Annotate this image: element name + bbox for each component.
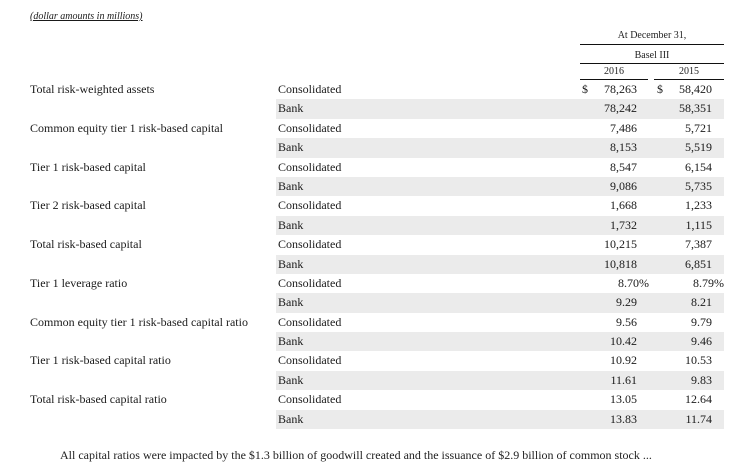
table-row: Bank 1,732 1,115 bbox=[28, 215, 724, 236]
value-2015: 9.46 bbox=[691, 334, 712, 349]
row-entity-label: Bank bbox=[278, 178, 304, 193]
value-2016: 8.70% bbox=[618, 275, 649, 290]
row-metric-label: Total risk-based capital bbox=[30, 237, 142, 252]
row-entity-label: Bank bbox=[278, 334, 304, 349]
row-metric-label: Common equity tier 1 risk-based capital … bbox=[30, 314, 248, 329]
value-2015: 6,851 bbox=[685, 256, 712, 271]
table-row: Bank 9.29 8.21 bbox=[28, 293, 724, 314]
row-metric-label: Total risk-based capital ratio bbox=[30, 392, 167, 407]
table-row: Tier 1 risk-based capital ratio Consolida… bbox=[28, 351, 724, 370]
row-entity-label: Bank bbox=[278, 101, 304, 116]
value-2015: 58,420 bbox=[679, 82, 712, 96]
row-entity-label: Bank bbox=[278, 140, 304, 155]
value-2015: 9.83 bbox=[691, 372, 712, 387]
value-2015: 5,519 bbox=[685, 140, 712, 155]
table-row: Bank 10.42 9.46 bbox=[28, 332, 724, 352]
value-2016: 78,263 bbox=[604, 82, 637, 96]
table-row: Tier 1 risk-based capital Consolidated 8,5… bbox=[28, 158, 724, 177]
value-2015: 5,721 bbox=[685, 120, 712, 135]
row-entity-label: Consolidated bbox=[278, 353, 342, 368]
value-2016: 78,242 bbox=[604, 101, 637, 116]
year-rule-2016 bbox=[580, 79, 648, 80]
value-2015: 1,115 bbox=[685, 217, 712, 232]
row-entity-label: Consolidated bbox=[278, 120, 342, 135]
value-2016: 1,732 bbox=[610, 217, 637, 232]
row-metric-label: Tier 1 leverage ratio bbox=[30, 275, 128, 290]
value-2016: 13.05 bbox=[610, 392, 637, 407]
table-row: Tier 1 leverage ratio Consolidated 8.70% 8.… bbox=[28, 274, 724, 293]
row-entity-label: Bank bbox=[278, 372, 304, 387]
table-row: Bank 10,818 6,851 bbox=[28, 254, 724, 275]
value-2016: 13.83 bbox=[610, 411, 637, 426]
value-2016: 7,486 bbox=[610, 120, 637, 135]
value-2015: 1,233 bbox=[685, 198, 712, 213]
value-2016: 9.56 bbox=[616, 314, 637, 329]
value-2015: 11.74 bbox=[685, 411, 712, 426]
row-entity-label: Bank bbox=[278, 411, 304, 426]
value-2016: 11.61 bbox=[610, 372, 637, 387]
currency-symbol-2015: $ bbox=[657, 82, 663, 96]
value-2016: 9.29 bbox=[616, 295, 637, 310]
table-row: Bank 8,153 5,519 bbox=[28, 138, 724, 158]
row-metric-label: Common equity tier 1 risk-based capital bbox=[30, 120, 223, 135]
table-row: Bank 13.83 11.74 bbox=[28, 409, 724, 430]
footer-text-fragment: All capital ratios were impacted by the … bbox=[60, 448, 652, 462]
value-2016: 8,547 bbox=[610, 159, 637, 174]
value-2016: 10.42 bbox=[610, 334, 637, 349]
value-2015: 10.53 bbox=[685, 353, 712, 368]
value-2015: 5,735 bbox=[685, 178, 712, 193]
table-row: Common equity tier 1 risk-based capital … bbox=[28, 313, 724, 332]
currency-symbol-2016: $ bbox=[582, 82, 588, 96]
value-2015: 9.79 bbox=[691, 314, 712, 329]
row-metric-label: Total risk-weighted assets bbox=[30, 82, 155, 96]
value-2016: 8,153 bbox=[610, 140, 637, 155]
row-entity-label: Bank bbox=[278, 256, 304, 271]
year-rule-2015 bbox=[654, 79, 724, 80]
row-entity-label: Consolidated bbox=[278, 82, 342, 96]
value-2016: 10,818 bbox=[604, 256, 637, 271]
row-entity-label: Consolidated bbox=[278, 392, 342, 407]
row-entity-label: Bank bbox=[278, 295, 304, 310]
year-header-2015: 2015 bbox=[679, 66, 699, 77]
row-entity-label: Consolidated bbox=[278, 159, 342, 174]
value-2015: 8.79% bbox=[693, 275, 724, 290]
table-row: Bank 78,242 58,351 bbox=[28, 99, 724, 120]
value-2016: 10.92 bbox=[610, 353, 637, 368]
row-entity-label: Consolidated bbox=[278, 237, 342, 252]
table-row: Total risk-based capital Consolidated 10,2… bbox=[28, 235, 724, 254]
row-metric-label: Tier 2 risk-based capital bbox=[30, 198, 146, 213]
period-header: At December 31, bbox=[617, 30, 687, 41]
period-rule bbox=[580, 44, 724, 45]
capital-table: Total risk-weighted assets Consolidated $ $… bbox=[28, 80, 724, 430]
row-entity-label: Consolidated bbox=[278, 198, 342, 213]
table-row: Bank 11.61 9.83 bbox=[28, 370, 724, 391]
value-2015: 8.21 bbox=[691, 295, 712, 310]
value-2016: 10,215 bbox=[604, 237, 637, 252]
framework-header: Basel III bbox=[634, 50, 670, 61]
framework-rule bbox=[580, 63, 724, 64]
value-2015: 58,351 bbox=[679, 101, 712, 116]
row-entity-label: Consolidated bbox=[278, 275, 342, 290]
table-row: Total risk-based capital ratio Consolidat… bbox=[28, 390, 724, 409]
table-row: Total risk-weighted assets Consolidated $ $… bbox=[28, 80, 724, 99]
value-2015: 12.64 bbox=[685, 392, 712, 407]
units-note: (dollar amounts in millions) bbox=[30, 11, 143, 22]
table-row: Tier 2 risk-based capital Consolidated 1,6… bbox=[28, 196, 724, 215]
row-entity-label: Bank bbox=[278, 217, 304, 232]
value-2016: 9,086 bbox=[610, 178, 637, 193]
row-metric-label: Tier 1 risk-based capital ratio bbox=[30, 353, 171, 368]
value-2015: 6,154 bbox=[685, 159, 712, 174]
table-row: Common equity tier 1 risk-based capital C… bbox=[28, 119, 724, 138]
year-header-2016: 2016 bbox=[604, 66, 624, 77]
table-row: Bank 9,086 5,735 bbox=[28, 176, 724, 197]
value-2015: 7,387 bbox=[685, 237, 712, 252]
row-entity-label: Consolidated bbox=[278, 314, 342, 329]
row-metric-label: Tier 1 risk-based capital bbox=[30, 159, 146, 174]
value-2016: 1,668 bbox=[610, 198, 637, 213]
